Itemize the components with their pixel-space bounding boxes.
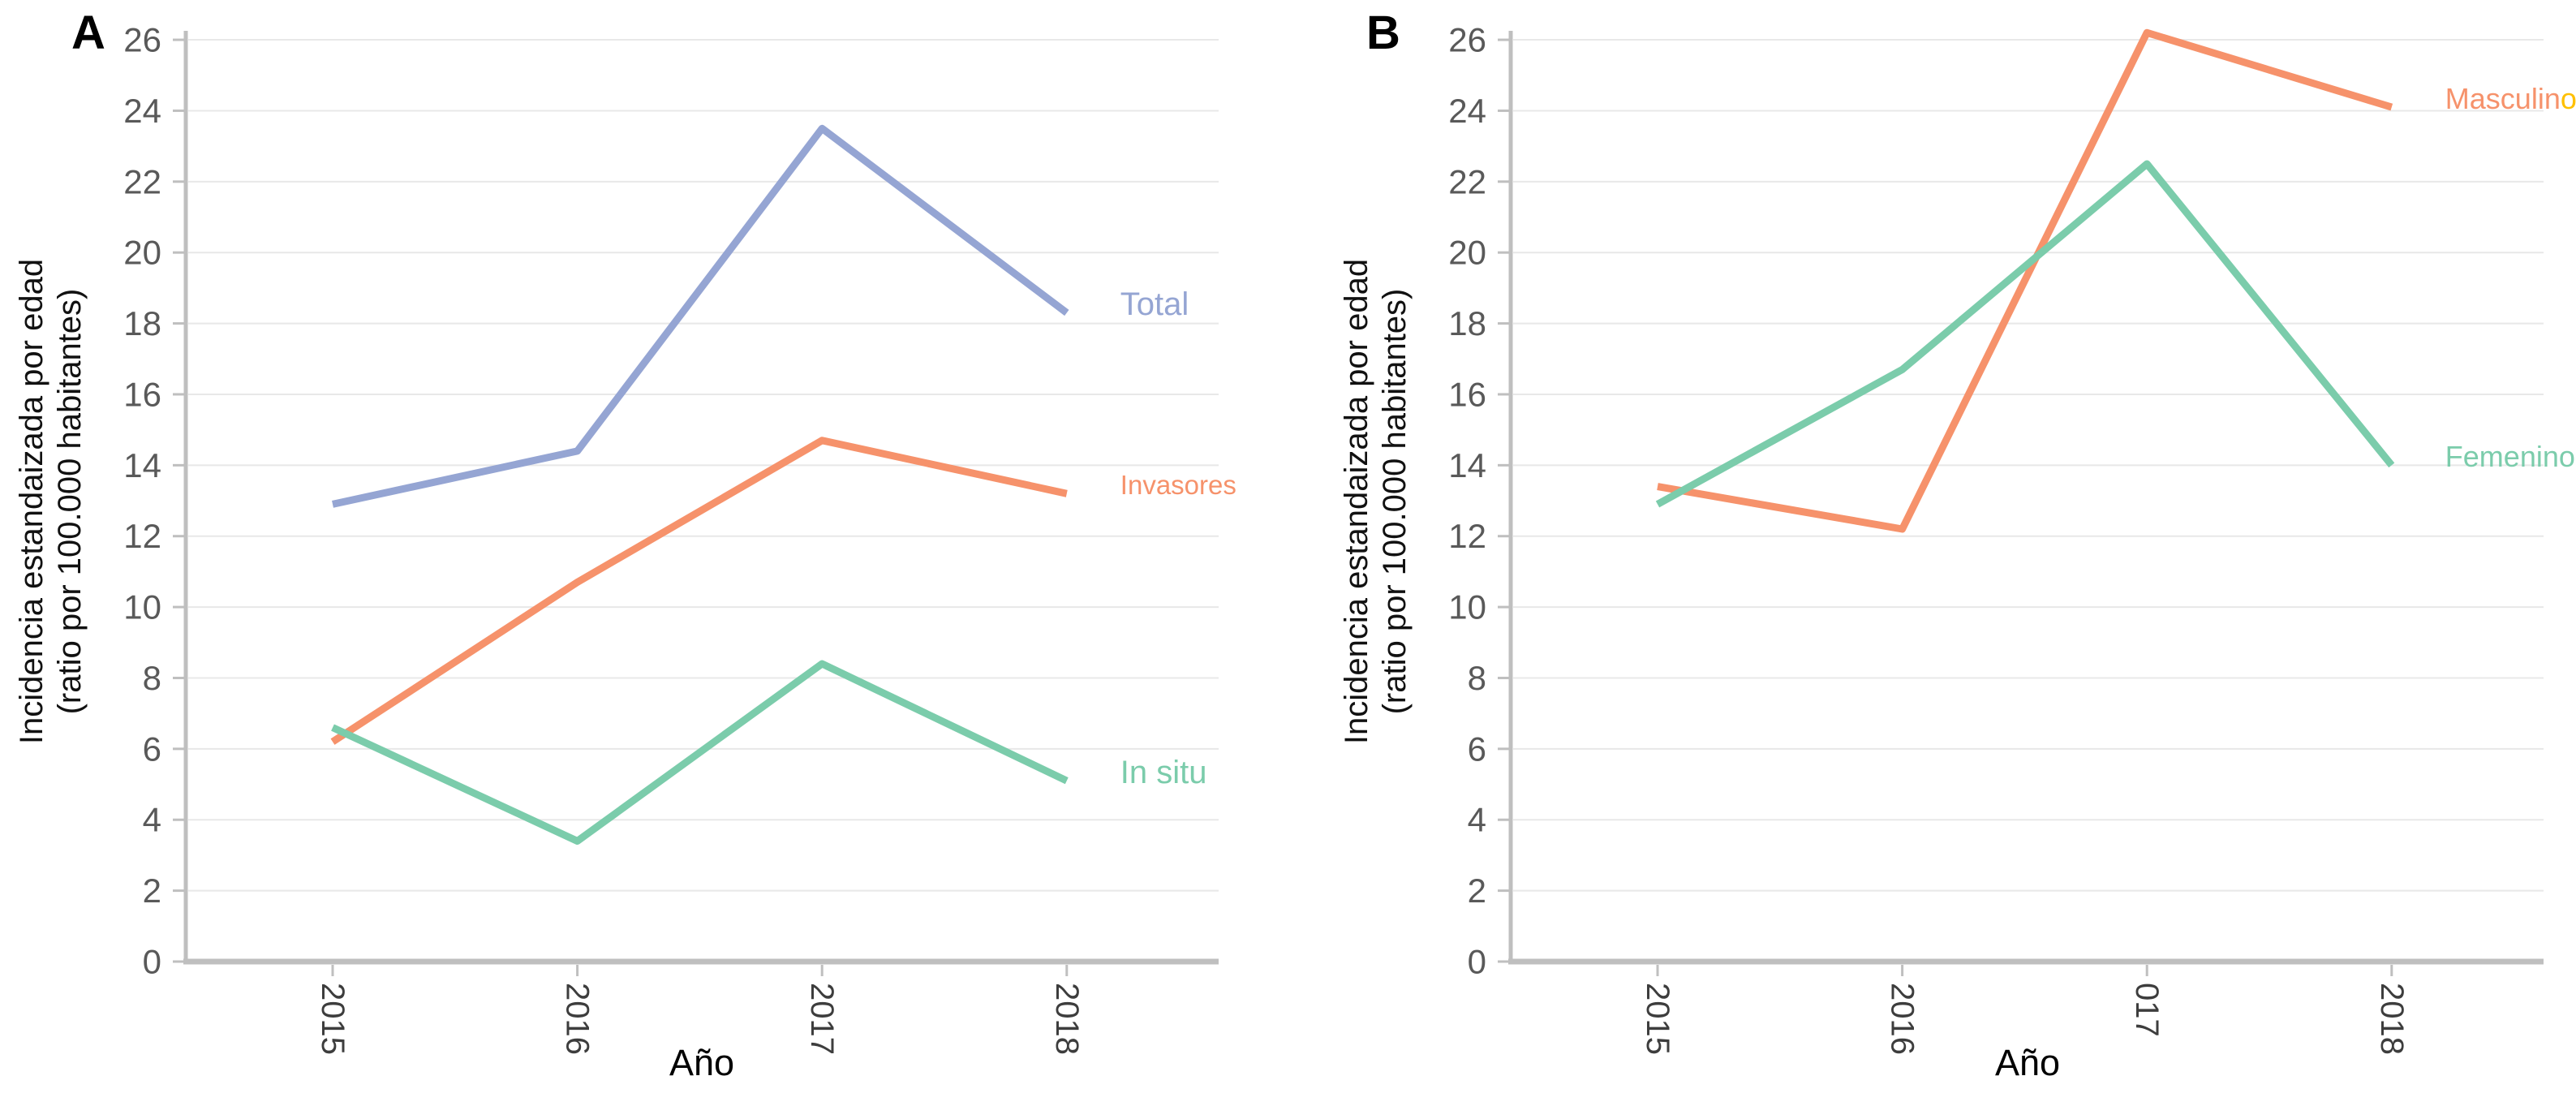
y-tick-label: 16 [1448,375,1486,413]
x-tick-label: 017 [2129,983,2165,1037]
y-tick-label: 14 [123,446,161,484]
x-tick-label: 2017 [804,983,840,1055]
y-tick-label: 4 [1468,801,1486,839]
y-tick-label: 10 [123,588,161,626]
series-label-in-situ: In situ [1120,755,1207,790]
series-label-masculino: Masculino [2445,83,2576,115]
y-tick-label: 16 [123,375,161,413]
y-tick-label: 20 [1448,234,1486,272]
series-label-total: Total [1120,286,1189,322]
line-total [332,124,1069,508]
y-tick-label: 22 [1448,162,1486,200]
series-label-text: Femenino [2445,440,2575,474]
y-tick-label: 14 [1448,446,1486,484]
panel-b-y-axis-title-line2: (ratio por 100.000 habitantes) [1377,288,1413,715]
panel-a-y-axis-title-line2: (ratio por 100.000 habitantes) [52,288,88,715]
y-tick-label: 24 [123,92,161,130]
line-femenino [1655,160,2395,508]
series-label-invasores: Invasores [1120,470,1236,501]
series-label-text: o [2560,82,2576,116]
panel-a-x-axis-title: Año [669,1042,735,1083]
y-tick-label: 10 [1448,588,1486,626]
y-tick-label: 18 [123,304,161,342]
panel-b-y-axis-title: Incidencia estandaizada por edad (ratio … [1338,0,1416,1029]
y-tick-label: 0 [1468,943,1486,981]
panel-b-y-axis-title-line1: Incidencia estandaizada por edad [1339,258,1374,745]
series-label-femenino: Femenino [2445,441,2575,474]
panel-a-y-axis-title-line1: Incidencia estandaizada por edad [14,258,49,745]
y-tick-label: 8 [1468,659,1486,697]
y-tick-label: 26 [1448,21,1486,59]
y-tick-label: 12 [123,517,161,555]
series-label-text: Total [1120,286,1189,323]
line-in-situ [331,660,1069,845]
x-tick-label: 2016 [560,983,596,1055]
y-tick-label: 18 [1448,304,1486,342]
y-tick-label: 4 [143,801,161,839]
y-tick-label: 2 [1468,872,1486,910]
x-tick-label: 2018 [1049,983,1085,1055]
y-tick-label: 2 [143,872,161,910]
y-tick-label: 22 [123,162,161,200]
panel-b-letter: B [1366,6,1400,59]
y-tick-label: 8 [143,659,161,697]
x-tick-label: 2016 [1885,983,1920,1055]
x-tick-label: 2018 [2374,983,2410,1055]
y-tick-label: 20 [123,234,161,272]
line-invasores [330,437,1068,745]
panel-b-x-axis-title: Año [1994,1042,2061,1083]
line-masculino [1657,28,2393,533]
x-tick-label: 2015 [1640,983,1675,1055]
series-label-text: In situ [1120,755,1207,791]
y-tick-label: 0 [143,943,161,981]
y-tick-label: 26 [123,21,161,59]
panel-a-letter: A [71,6,105,59]
series-label-text: Masculin [2445,82,2561,116]
x-tick-label: 2015 [315,983,350,1055]
y-tick-label: 6 [143,730,161,768]
series-label-text: Invasores [1120,470,1236,501]
y-tick-label: 24 [1448,92,1486,130]
y-tick-label: 12 [1448,517,1486,555]
y-tick-label: 6 [1468,730,1486,768]
panel-a-y-axis-title: Incidencia estandaizada por edad (ratio … [13,0,91,1029]
